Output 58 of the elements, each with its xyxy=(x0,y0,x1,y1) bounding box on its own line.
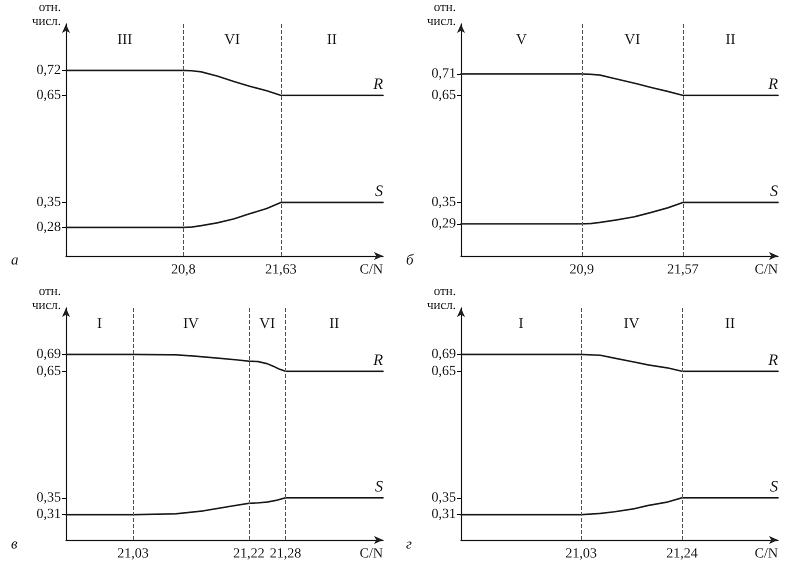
annotation: IV xyxy=(624,316,640,332)
y-tick-label: 0,28 xyxy=(36,220,61,235)
y-tick-label: 0,65 xyxy=(36,88,61,103)
y-tick-label: 0,69 xyxy=(432,346,456,362)
x-tick-label: 21,03 xyxy=(565,546,597,562)
y-tick-label: 0,65 xyxy=(432,88,456,103)
series-label: S xyxy=(770,182,778,200)
x-axis-title: C/N xyxy=(754,546,778,562)
x-tick-label: 21,57 xyxy=(667,262,699,278)
annotation: VI xyxy=(224,32,240,48)
series-label: R xyxy=(767,76,778,93)
x-tick-label: 21,28 xyxy=(270,546,302,562)
series-label: R xyxy=(372,76,384,93)
annotation: VI xyxy=(259,316,276,332)
annotation: III xyxy=(117,32,132,48)
annotation: II xyxy=(724,316,735,332)
x-tick-label: 21,03 xyxy=(117,546,149,562)
y-axis-title: отн. числ. xyxy=(426,283,456,312)
annotation: IV xyxy=(183,316,200,332)
y-tick-label: 0,71 xyxy=(432,66,456,82)
annotation: II xyxy=(725,32,736,48)
series-label: R xyxy=(372,352,384,369)
y-tick-label: 0,69 xyxy=(36,346,61,362)
series-label: R xyxy=(767,352,778,369)
y-tick-label: 0,35 xyxy=(432,194,456,210)
annotation: I xyxy=(518,316,524,332)
x-tick-label: 21,24 xyxy=(666,546,698,562)
y-axis-title: отн. числ. xyxy=(30,0,61,28)
text: в xyxy=(11,536,18,552)
x-tick-label: 20,9 xyxy=(570,262,594,278)
y-tick-label: 0,35 xyxy=(36,194,61,210)
annotation: II xyxy=(329,316,340,332)
y-axis-title: отн. числ. xyxy=(30,283,61,312)
series-label: S xyxy=(770,478,778,496)
x-axis-title: C/N xyxy=(754,262,778,278)
text: г xyxy=(406,536,412,552)
x-tick-label: 21,63 xyxy=(265,262,297,278)
x-tick-label: 20,8 xyxy=(171,262,196,278)
y-tick-label: 0,29 xyxy=(432,216,456,232)
y-tick-label: 0,31 xyxy=(432,507,456,522)
series-label: S xyxy=(375,478,383,496)
y-tick-label: 0,31 xyxy=(36,507,61,522)
x-axis-title: C/N xyxy=(360,262,383,278)
text: а xyxy=(11,252,18,268)
annotation: I xyxy=(97,316,102,332)
series-label: S xyxy=(375,182,383,200)
y-tick-label: 0,35 xyxy=(432,490,456,506)
text: б xyxy=(406,252,414,268)
y-tick-label: 0,35 xyxy=(36,490,61,506)
x-axis-title: C/N xyxy=(360,546,383,562)
y-tick-label: 0,65 xyxy=(432,364,456,379)
y-axis-title: отн. числ. xyxy=(426,0,456,28)
annotation: V xyxy=(516,32,527,48)
y-tick-label: 0,72 xyxy=(36,62,61,78)
y-tick-label: 0,65 xyxy=(36,364,61,379)
annotation: VI xyxy=(624,32,640,48)
x-tick-label: 21,22 xyxy=(233,546,265,562)
annotation: II xyxy=(326,32,337,48)
